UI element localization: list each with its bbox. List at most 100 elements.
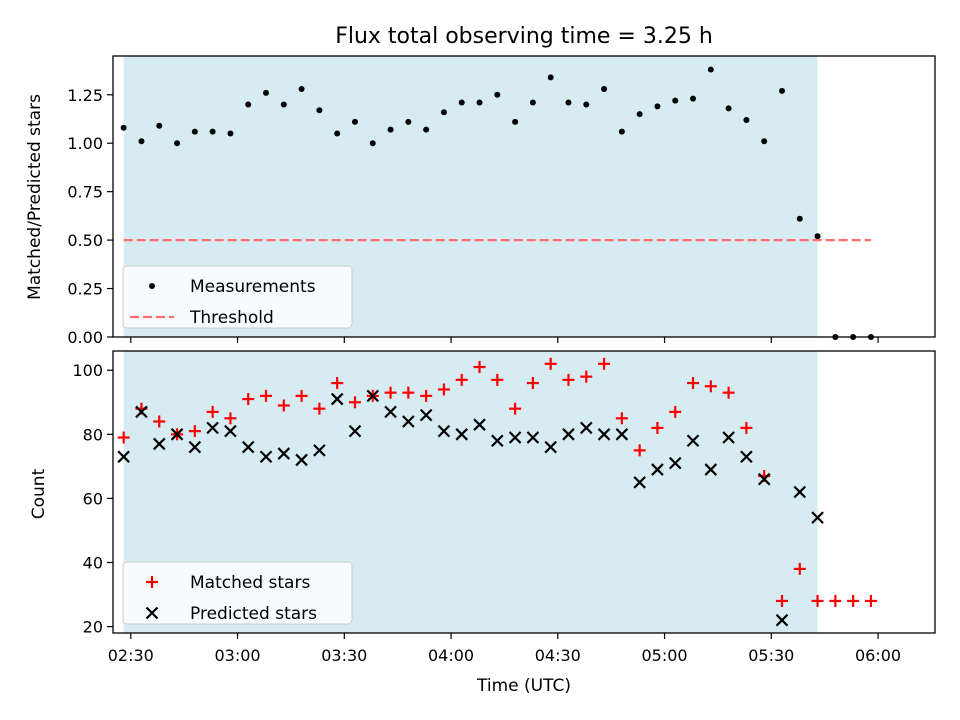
matched-stars-point bbox=[331, 377, 344, 390]
bottom-legend: Matched stars Predicted stars bbox=[122, 561, 353, 625]
x-stroke-b bbox=[295, 453, 308, 467]
x-stroke-b bbox=[651, 463, 664, 476]
top-y-tick-label: 0.50 bbox=[67, 231, 103, 250]
predicted-stars-point bbox=[633, 476, 646, 489]
x-stroke-b bbox=[348, 424, 362, 438]
bottom-y-tick-label: 20 bbox=[83, 618, 103, 637]
measurement-point bbox=[387, 126, 394, 133]
predicted-stars-point bbox=[259, 450, 273, 464]
measurement-point bbox=[707, 66, 714, 73]
x-stroke-b bbox=[544, 440, 557, 454]
top-y-tick-label: 0.75 bbox=[67, 183, 103, 202]
measurement-point bbox=[405, 118, 412, 125]
measurement-point bbox=[280, 101, 287, 108]
legend-measurement-swatch bbox=[149, 283, 155, 289]
matched-stars-point bbox=[348, 396, 361, 409]
x-stroke-b bbox=[633, 476, 646, 489]
bottom-x-tick-label: 03:00 bbox=[214, 646, 260, 665]
legend-box bbox=[122, 265, 353, 329]
measurement-point bbox=[209, 128, 216, 135]
x-stroke-b bbox=[811, 511, 824, 524]
matched-stars-point bbox=[420, 389, 433, 402]
x-stroke-b bbox=[277, 447, 291, 460]
measurement-point bbox=[529, 99, 536, 106]
bottom-x-tick-label: 03:30 bbox=[321, 646, 367, 665]
predicted-stars-point bbox=[366, 389, 380, 403]
x-stroke-b bbox=[366, 389, 380, 403]
bottom-panel: 20 40 60 80 100 02:30 03:00 03:30 04:00 04:30 05:0… bbox=[72, 350, 936, 665]
predicted-stars-point bbox=[615, 428, 629, 441]
measurement-point bbox=[191, 128, 198, 135]
x-stroke-b bbox=[722, 431, 735, 444]
measurement-point bbox=[316, 107, 323, 114]
measurement-point bbox=[743, 116, 750, 123]
measurement-point bbox=[565, 99, 572, 106]
matched-stars-point bbox=[615, 412, 628, 425]
bottom-y-tick-label: 60 bbox=[83, 489, 103, 508]
measurement-point bbox=[761, 138, 768, 145]
x-stroke-b bbox=[597, 428, 611, 441]
x-stroke-b bbox=[473, 418, 486, 431]
bottom-x-tick-label: 04:00 bbox=[428, 646, 474, 665]
legend-label: Threshold bbox=[189, 308, 274, 328]
x-stroke-b bbox=[740, 450, 753, 464]
x-stroke-b bbox=[455, 428, 469, 441]
measurement-point bbox=[672, 97, 679, 104]
measurement-point bbox=[263, 89, 270, 96]
predicted-stars-point bbox=[384, 405, 397, 419]
predicted-stars-point bbox=[651, 463, 664, 476]
measurement-point bbox=[476, 99, 483, 106]
x-stroke-b bbox=[259, 450, 273, 464]
top-y-tick-label: 0.25 bbox=[67, 280, 103, 299]
legend-box bbox=[122, 561, 353, 625]
measurement-point bbox=[245, 101, 252, 108]
predicted-stars-point bbox=[117, 450, 130, 464]
top-y-tick-label: 0.00 bbox=[67, 328, 103, 347]
predicted-stars-point bbox=[775, 613, 789, 627]
x-stroke-b bbox=[402, 415, 415, 428]
measurement-point bbox=[583, 101, 590, 108]
matched-stars-point bbox=[740, 421, 753, 434]
top-panel: 0.00 0.25 0.50 0.75 1.00 1.25 Measurements Thre… bbox=[67, 55, 936, 347]
top-legend: Measurements Threshold bbox=[122, 265, 353, 329]
matched-stars-point bbox=[224, 412, 237, 425]
measurement-point bbox=[156, 122, 163, 129]
bottom-x-tick-label: 05:00 bbox=[642, 646, 688, 665]
x-stroke-b bbox=[757, 472, 771, 486]
x-stroke-b bbox=[117, 450, 130, 464]
matched-stars-point bbox=[384, 386, 397, 399]
predicted-stars-point bbox=[704, 463, 718, 476]
top-axes-frame bbox=[112, 55, 936, 338]
bottom-y-tick-label: 80 bbox=[83, 425, 103, 444]
x-stroke-b bbox=[526, 431, 540, 444]
matched-stars-point bbox=[580, 370, 593, 383]
x-stroke-b bbox=[579, 421, 593, 435]
x-stroke-b bbox=[224, 424, 237, 438]
measurement-point bbox=[138, 138, 145, 145]
measurement-point bbox=[636, 111, 643, 118]
predicted-stars-point bbox=[241, 440, 255, 454]
legend-label: Measurements bbox=[190, 277, 316, 297]
predicted-stars-point bbox=[206, 421, 219, 435]
top-y-tick-label: 1.25 bbox=[67, 86, 103, 105]
measurement-point bbox=[690, 95, 697, 102]
measurement-point bbox=[334, 130, 341, 137]
legend-predicted-swatch bbox=[145, 606, 159, 620]
predicted-stars-point bbox=[135, 405, 148, 419]
predicted-stars-point bbox=[152, 437, 166, 451]
x-stroke-b bbox=[135, 405, 148, 419]
predicted-stars-point bbox=[348, 424, 362, 438]
x-stroke-b bbox=[491, 434, 504, 448]
matched-stars-point bbox=[455, 373, 468, 386]
x-stroke-b bbox=[508, 431, 522, 444]
x-stroke-b bbox=[241, 440, 255, 454]
matched-stars-point bbox=[295, 389, 308, 402]
measurement-point bbox=[814, 233, 821, 240]
predicted-stars-point bbox=[188, 440, 202, 454]
predicted-stars-point bbox=[437, 424, 451, 438]
x-stroke-b bbox=[793, 485, 807, 499]
predicted-stars-point bbox=[722, 431, 735, 444]
matched-stars-point bbox=[206, 405, 219, 418]
matched-stars-point bbox=[544, 357, 557, 370]
predicted-stars-point bbox=[330, 392, 344, 406]
